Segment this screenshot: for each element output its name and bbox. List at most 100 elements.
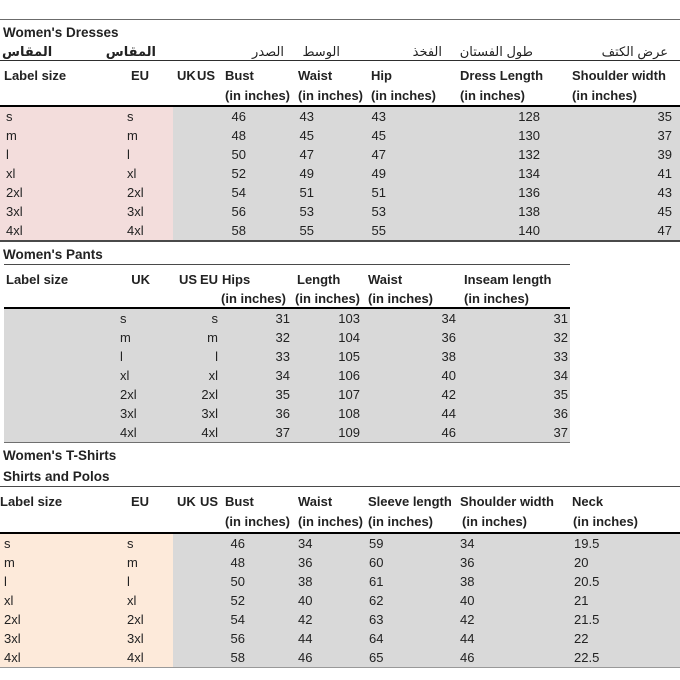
- empty-cell: [196, 629, 225, 648]
- col-bust: Bust: [225, 494, 254, 509]
- cell-dress-length: 136: [444, 183, 554, 202]
- empty-cell: [173, 533, 196, 553]
- empty-cell: [0, 85, 120, 107]
- cell-shoulder-width: 36: [460, 553, 572, 572]
- arabic-waist-header: الوسط: [298, 42, 371, 61]
- dresses-row-m: m m 48 45 45 130 37: [0, 126, 680, 145]
- cell-label-size: s: [0, 106, 120, 126]
- cell-length: 107: [292, 385, 364, 404]
- cell-label-size: 4xl: [0, 648, 120, 668]
- col-neck: Neck: [572, 494, 604, 509]
- cell-label-size: 2xl: [0, 183, 120, 202]
- empty-cell: [173, 553, 196, 572]
- cell-waist: 38: [298, 572, 368, 591]
- dresses-header-row: Label size EU UK US Bust Waist Hip Dress…: [0, 61, 680, 86]
- tshirts-section-title: Women's T-Shirts: [3, 448, 117, 463]
- cell-eu: xl: [198, 366, 220, 385]
- dresses-units-row: (in inches) (in inches) (in inches) (in …: [0, 85, 680, 107]
- empty-cell: [196, 511, 225, 534]
- col-eu: EU: [131, 494, 150, 509]
- cell-neck: 21.5: [572, 610, 680, 629]
- cell-uk: m: [120, 328, 152, 347]
- col-us: US: [178, 272, 197, 287]
- empty-cell: [4, 423, 120, 443]
- top-divider: [0, 19, 680, 20]
- cell-inseam: 35: [458, 385, 570, 404]
- empty-cell: [196, 591, 225, 610]
- pants-units-row: (in inches) (in inches) (in inches) (in …: [4, 289, 570, 309]
- col-shoulder-width: Shoulder width: [460, 494, 554, 509]
- empty-cell: [196, 202, 225, 221]
- cell-length: 108: [292, 404, 364, 423]
- cell-eu: 4xl: [120, 221, 173, 242]
- tshirts-header-row: Label size EU UK US Bust Waist Sleeve le…: [0, 487, 680, 512]
- cell-waist: 51: [298, 183, 371, 202]
- cell-uk: s: [120, 308, 152, 328]
- cell-label-size: m: [0, 126, 120, 145]
- cell-waist: 36: [364, 328, 458, 347]
- empty-cell: [196, 42, 225, 61]
- cell-sleeve-length: 61: [368, 572, 460, 591]
- cell-eu: xl: [120, 164, 173, 183]
- cell-hips: 31: [220, 308, 292, 328]
- cell-hips: 32: [220, 328, 292, 347]
- empty-cell: [173, 106, 196, 126]
- dresses-row-l: l l 50 47 47 132 39: [0, 145, 680, 164]
- cell-waist: 40: [364, 366, 458, 385]
- cell-sleeve-length: 62: [368, 591, 460, 610]
- cell-eu: 4xl: [198, 423, 220, 443]
- cell-uk: 2xl: [120, 385, 152, 404]
- col-us: US: [200, 494, 219, 509]
- empty-cell: [173, 42, 196, 61]
- empty-cell: [152, 404, 198, 423]
- empty-cell: [152, 289, 198, 309]
- unit-label: (in inches): [225, 511, 298, 534]
- cell-hips: 36: [220, 404, 292, 423]
- dresses-row-3xl: 3xl 3xl 56 53 53 138 45: [0, 202, 680, 221]
- cell-uk: 4xl: [120, 423, 152, 443]
- empty-cell: [173, 610, 196, 629]
- cell-neck: 20: [572, 553, 680, 572]
- dresses-size-table: المقاس المقاس الصدر الوسط الفخذ طول الفس…: [0, 42, 680, 242]
- cell-uk: 3xl: [120, 404, 152, 423]
- cell-label-size: s: [0, 533, 120, 553]
- cell-dress-length: 130: [444, 126, 554, 145]
- col-sleeve-length: Sleeve length: [368, 494, 452, 509]
- tshirts-section-subtitle: Shirts and Polos: [3, 469, 110, 484]
- cell-bust: 52: [225, 164, 298, 183]
- cell-neck: 19.5: [572, 533, 680, 553]
- empty-cell: [196, 145, 225, 164]
- cell-waist: 34: [364, 308, 458, 328]
- cell-dress-length: 134: [444, 164, 554, 183]
- dresses-arabic-header-row: المقاس المقاس الصدر الوسط الفخذ طول الفس…: [0, 42, 680, 61]
- cell-eu: m: [120, 126, 173, 145]
- cell-shoulder-width: 42: [460, 610, 572, 629]
- empty-cell: [196, 126, 225, 145]
- empty-cell: [173, 202, 196, 221]
- cell-label-size: 3xl: [0, 202, 120, 221]
- unit-label: (in inches): [458, 289, 570, 309]
- cell-hip: 49: [371, 164, 444, 183]
- cell-shoulder-width: 47: [554, 221, 680, 242]
- arabic-shoulder-width-header: عرض الكتف: [554, 42, 680, 61]
- unit-label: (in inches): [225, 85, 298, 107]
- empty-cell: [196, 648, 225, 668]
- cell-eu: 2xl: [120, 610, 173, 629]
- pants-header-row: Label size UK US EU Hips Length Waist In…: [4, 265, 570, 290]
- cell-eu: 3xl: [120, 629, 173, 648]
- empty-cell: [173, 572, 196, 591]
- cell-label-size: 4xl: [0, 221, 120, 242]
- cell-neck: 22: [572, 629, 680, 648]
- cell-waist: 44: [298, 629, 368, 648]
- cell-hips: 37: [220, 423, 292, 443]
- pants-row-xl: xl xl 34 106 40 34: [4, 366, 570, 385]
- cell-waist: 42: [298, 610, 368, 629]
- cell-shoulder-width: 43: [554, 183, 680, 202]
- cell-eu: s: [120, 106, 173, 126]
- empty-cell: [4, 385, 120, 404]
- cell-bust: 54: [225, 610, 298, 629]
- col-label-size: Label size: [0, 494, 63, 509]
- unit-label: (in inches): [444, 85, 554, 107]
- empty-cell: [152, 308, 198, 328]
- col-shoulder-width: Shoulder width: [572, 68, 666, 83]
